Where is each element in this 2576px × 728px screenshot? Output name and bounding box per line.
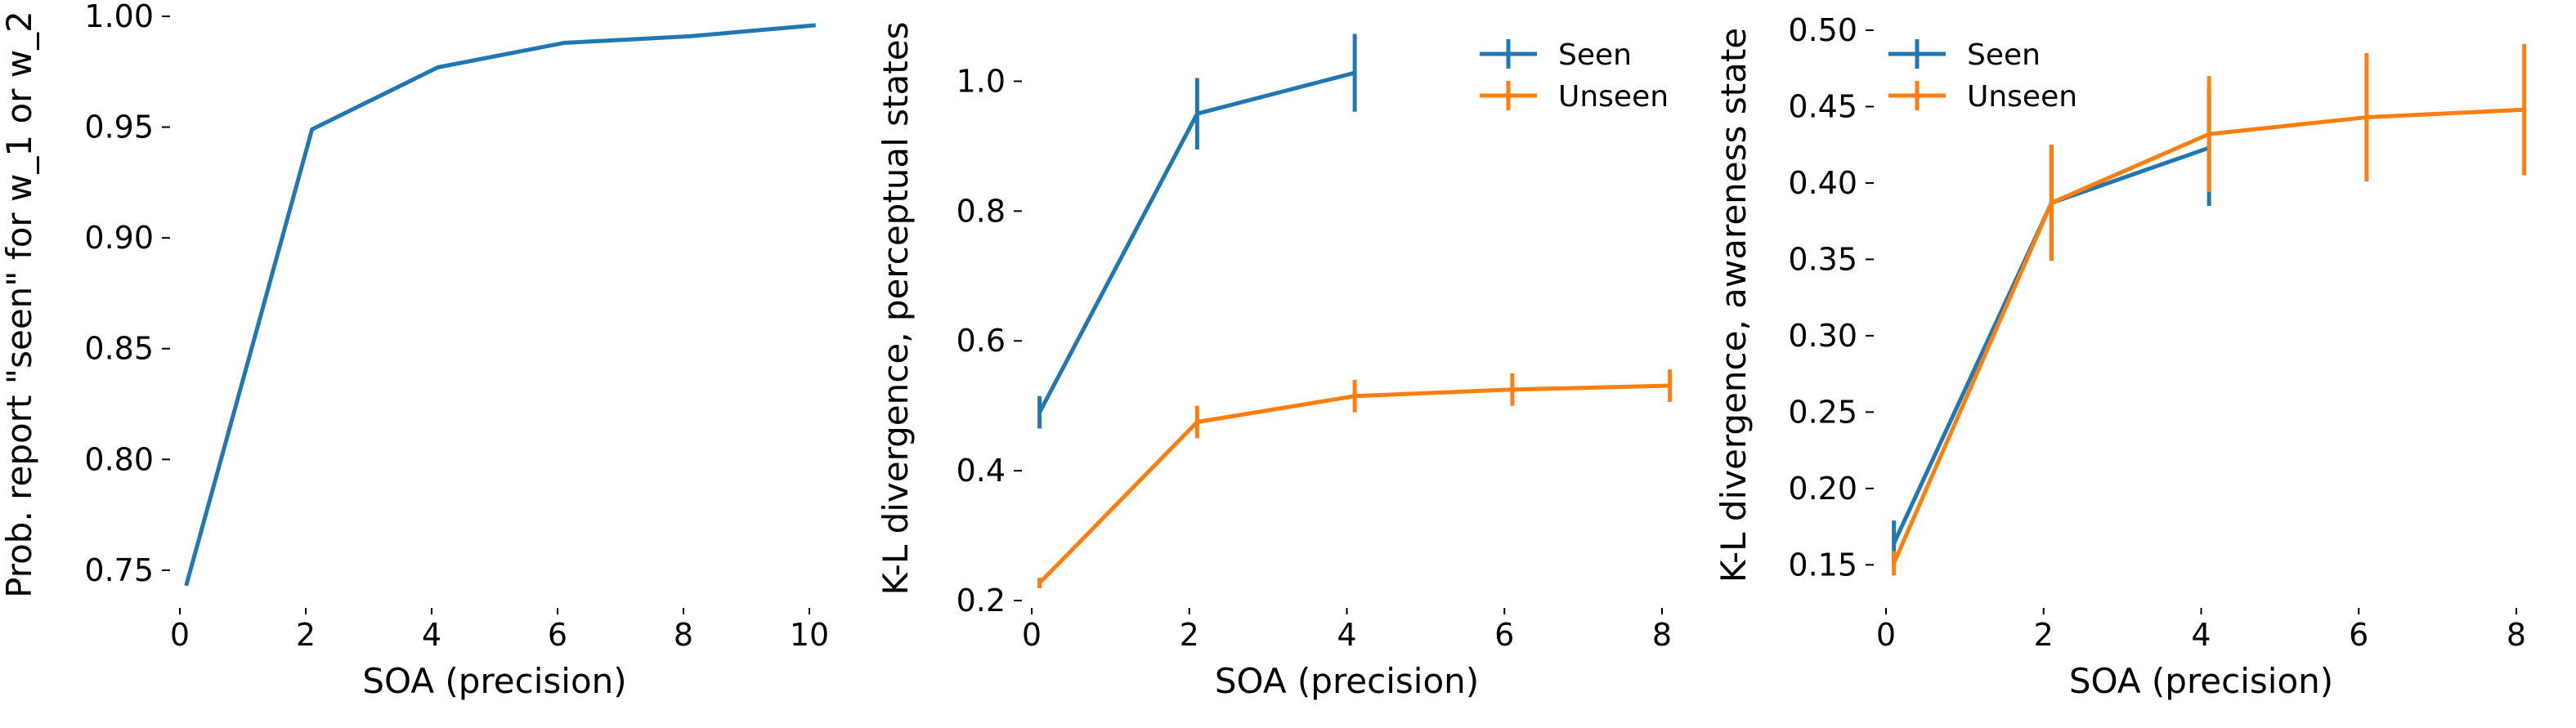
y-tick-label: 0.95 [84, 109, 154, 145]
y-axis-label: K-L divergence, awareness state [1714, 28, 1754, 583]
y-tick-label: 0.80 [84, 441, 154, 477]
legend-label: Seen [1558, 38, 1632, 72]
y-tick-label: 1.0 [956, 63, 1006, 99]
x-tick-label: 8 [674, 617, 693, 653]
y-tick-label: 0.6 [956, 323, 1006, 359]
x-tick-label: 4 [2191, 617, 2211, 653]
y-axis-label: Prob. report "seen" for w_1 or w_2 [0, 11, 39, 598]
x-tick-label: 8 [2507, 617, 2526, 653]
y-tick-label: 0.90 [84, 220, 154, 256]
chart-panel-kl-perceptual: 0 2 4 6 8 0.2 0.4 0.6 0.8 1.0 SOA (precision) K-L d… [876, 22, 1673, 701]
x-tick-label: 4 [422, 617, 441, 653]
chart-panel-probability-seen: 0 2 4 6 8 10 0.75 0.80 0.85 0.90 0.95 1.00 SOA (prec… [0, 0, 829, 701]
y-tick-label: 0.45 [1788, 88, 1857, 124]
y-tick-label: 0.40 [1788, 165, 1857, 201]
x-axis-label: SOA (precision) [362, 661, 626, 701]
x-tick-label: 2 [1180, 617, 1199, 653]
y-tick-label: 0.8 [956, 193, 1006, 229]
x-tick-label: 8 [1652, 617, 1672, 653]
chart-panel-kl-awareness: 0 2 4 6 8 0.15 0.20 0.25 0.30 0.35 0.40 0.45 0.50 SOA… [1714, 12, 2527, 701]
x-tick-label: 6 [548, 617, 567, 653]
y-axis-label: K-L divergence, perceptual states [876, 22, 916, 596]
x-tick-label: 2 [296, 617, 316, 653]
x-tick-label: 4 [1337, 617, 1356, 653]
x-tick-label: 10 [790, 617, 829, 653]
legend-label: Seen [1967, 38, 2041, 72]
series-line-unseen [1037, 383, 1670, 585]
y-tick-label: 0.20 [1788, 471, 1857, 507]
y-tick-label: 0.30 [1788, 318, 1857, 354]
x-axis-label: SOA (precision) [1215, 661, 1479, 701]
series-line-main [184, 23, 816, 587]
y-tick-label: 0.25 [1788, 394, 1857, 430]
x-tick-label: 6 [2349, 617, 2368, 653]
legend-label: Unseen [1967, 80, 2077, 114]
x-axis-label: SOA (precision) [2069, 661, 2333, 701]
x-tick-label: 0 [170, 617, 190, 653]
y-tick-label: 0.4 [956, 453, 1006, 489]
y-tick-label: 0.50 [1788, 12, 1857, 48]
y-tick-label: 0.15 [1788, 547, 1857, 583]
x-tick-label: 6 [1494, 617, 1514, 653]
y-tick-label: 0.85 [84, 331, 154, 367]
legend-label: Unseen [1558, 80, 1669, 114]
x-tick-label: 0 [1876, 617, 1896, 653]
x-tick-label: 0 [1022, 617, 1042, 653]
x-tick-label: 2 [2034, 617, 2054, 653]
y-tick-label: 0.75 [84, 552, 154, 588]
y-tick-label: 0.2 [956, 583, 1006, 619]
y-tick-label: 1.00 [84, 0, 154, 34]
y-tick-label: 0.35 [1788, 241, 1857, 277]
